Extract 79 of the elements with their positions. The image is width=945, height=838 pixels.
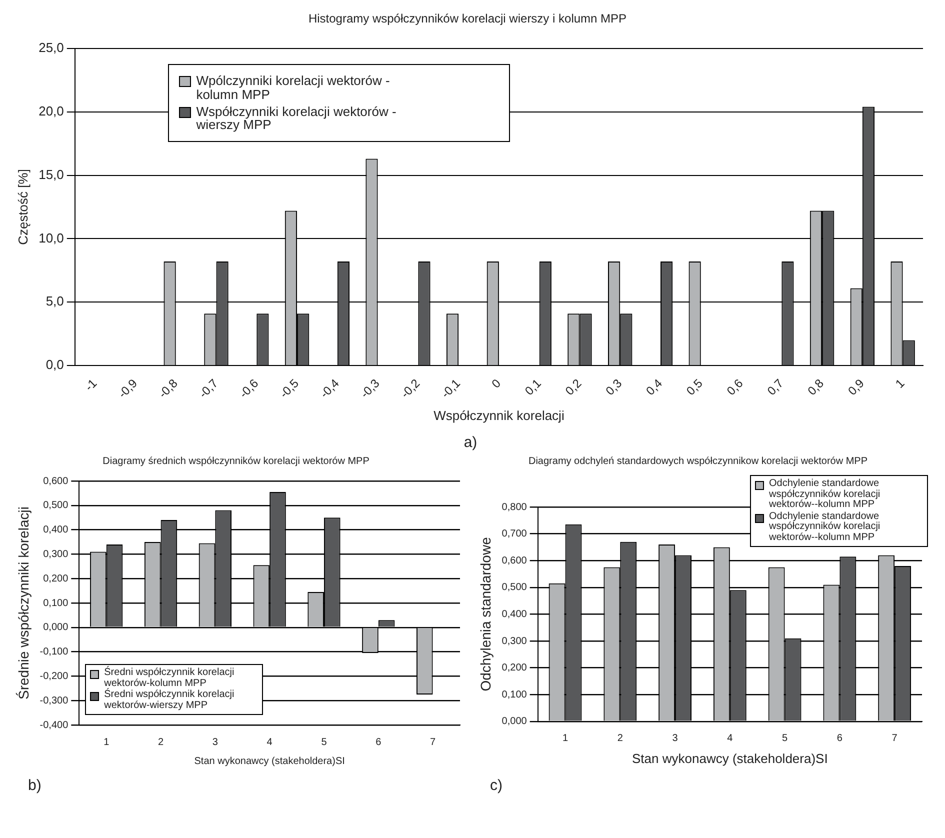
y-tick-label: -0,100 bbox=[40, 646, 69, 658]
text: c) bbox=[489, 777, 504, 794]
x-tick-label: -0,5 bbox=[276, 376, 302, 401]
x-tick-label: 0,1 bbox=[522, 376, 544, 398]
x-tick-label: 0,2 bbox=[562, 376, 584, 398]
x-tick-label: -0,7 bbox=[196, 376, 221, 401]
legend-label: Średni współczynnik korelacji wektorów-wierszy MPP bbox=[104, 689, 236, 711]
x-tick-label: 0,8 bbox=[804, 376, 827, 398]
x-tick-label: -0,4 bbox=[317, 376, 342, 401]
x-tick-label: 0,5 bbox=[684, 376, 706, 398]
y-tick-label: 0,100 bbox=[502, 689, 528, 700]
x-tick-label: -0,6 bbox=[236, 376, 262, 401]
legend-label: Odchylenie standardowe współczynników korelacji wektorów--kolumn MPP bbox=[769, 478, 882, 510]
legend-label: Odchylenie standardowe współczynników korelacji wektorów--kolumn MPP bbox=[769, 510, 882, 543]
y-tick-label: -0,400 bbox=[40, 720, 69, 731]
y-tick-label: 0,500 bbox=[43, 500, 69, 512]
y-tick-label: 0,300 bbox=[502, 636, 528, 647]
x-tick-label: 2 bbox=[158, 736, 164, 748]
y-tick-label: 0,700 bbox=[502, 528, 528, 540]
y-tick-label: 15,0 bbox=[38, 166, 64, 182]
chart-title: Diagramy odchyleń standardowych współczynnikow korelacji wektorów MPP bbox=[528, 456, 868, 467]
x-tick-label: 0,4 bbox=[643, 376, 666, 398]
y-tick-label: -0,200 bbox=[40, 670, 69, 682]
x-tick-label: 4 bbox=[727, 733, 734, 744]
y-tick-label: 20,0 bbox=[38, 103, 64, 118]
legend-label: Wpólczynniki korelacji wektorów - kolumn MPP bbox=[196, 73, 391, 102]
y-tick-label: 0,800 bbox=[502, 502, 528, 513]
y-tick-label: 0,400 bbox=[502, 608, 528, 620]
x-tick-label: 5 bbox=[782, 733, 788, 744]
y-tick-label: 0,600 bbox=[43, 476, 69, 487]
y-tick-label: 0,000 bbox=[43, 622, 69, 634]
legend-label: Współczynniki korelacji wektorów - wierszy MPP bbox=[196, 104, 398, 132]
chart-title: Histogramy współczynników korelacji wierszy i kolumn MPP bbox=[308, 12, 627, 26]
x-tick-label: 0,7 bbox=[764, 376, 786, 398]
y-tick-label: 0,0 bbox=[46, 357, 64, 372]
x-tick-label: 5 bbox=[321, 736, 328, 748]
y-tick-label: 0,500 bbox=[502, 582, 528, 594]
x-tick-label: -0,2 bbox=[398, 376, 423, 401]
y-tick-label: 0,100 bbox=[43, 598, 69, 609]
x-tick-label: 1 bbox=[892, 376, 908, 391]
y-tick-label: 10,0 bbox=[38, 230, 64, 246]
x-tick-label: 7 bbox=[430, 736, 436, 748]
x-tick-label: 2 bbox=[617, 733, 624, 744]
x-tick-label: -0,9 bbox=[115, 376, 140, 401]
x-tick-label: 6 bbox=[376, 736, 382, 748]
x-tick-label: 7 bbox=[892, 733, 898, 744]
x-axis-title: Stan wykonawcy (stakeholdera)SI bbox=[632, 750, 828, 766]
x-tick-label: -0,3 bbox=[358, 376, 382, 401]
chart-title: Diagramy średnich współczynników korelacji wektorów MPP bbox=[102, 456, 370, 467]
y-tick-label: -0,300 bbox=[40, 695, 69, 706]
x-tick-label: 3 bbox=[212, 736, 218, 748]
x-tick-label: 4 bbox=[266, 736, 273, 748]
y-tick-label: 0,000 bbox=[502, 716, 528, 728]
x-tick-label: -0,8 bbox=[156, 376, 181, 401]
x-tick-label: 0,3 bbox=[602, 376, 625, 398]
x-tick-label: -0,1 bbox=[438, 376, 464, 401]
legend-label: Średni współczynnik korelacji wektorów-kolumn MPP bbox=[104, 667, 236, 688]
x-tick-label: 0,9 bbox=[845, 376, 868, 398]
x-axis-title: Współczynnik korelacji bbox=[434, 408, 564, 423]
y-tick-label: 0,200 bbox=[43, 573, 69, 584]
y-tick-label: 5,0 bbox=[46, 294, 64, 309]
x-tick-label: 6 bbox=[836, 733, 843, 744]
y-tick-label: 0,400 bbox=[43, 524, 69, 536]
x-axis-title: Stan wykonawcy (stakeholdera)SI bbox=[194, 756, 345, 767]
y-axis-title: Odchylenia standardowe bbox=[477, 536, 494, 692]
x-tick-label: -1 bbox=[82, 376, 100, 394]
x-tick-label: 1 bbox=[562, 733, 568, 744]
x-tick-label: 0,6 bbox=[724, 376, 746, 398]
text: b) bbox=[27, 777, 42, 794]
y-tick-label: 0,300 bbox=[43, 548, 69, 560]
x-tick-label: 1 bbox=[104, 736, 110, 748]
y-tick-label: 25,0 bbox=[38, 40, 64, 55]
y-axis-title: Średnie współczynniki korelacji bbox=[15, 506, 32, 700]
x-tick-label: 3 bbox=[672, 733, 678, 744]
y-tick-label: 0,600 bbox=[502, 555, 528, 566]
x-tick-label: 0 bbox=[488, 376, 504, 391]
y-axis-title: Częstość [%] bbox=[15, 169, 30, 245]
text: a) bbox=[462, 434, 478, 451]
y-tick-label: 0,200 bbox=[502, 662, 528, 674]
